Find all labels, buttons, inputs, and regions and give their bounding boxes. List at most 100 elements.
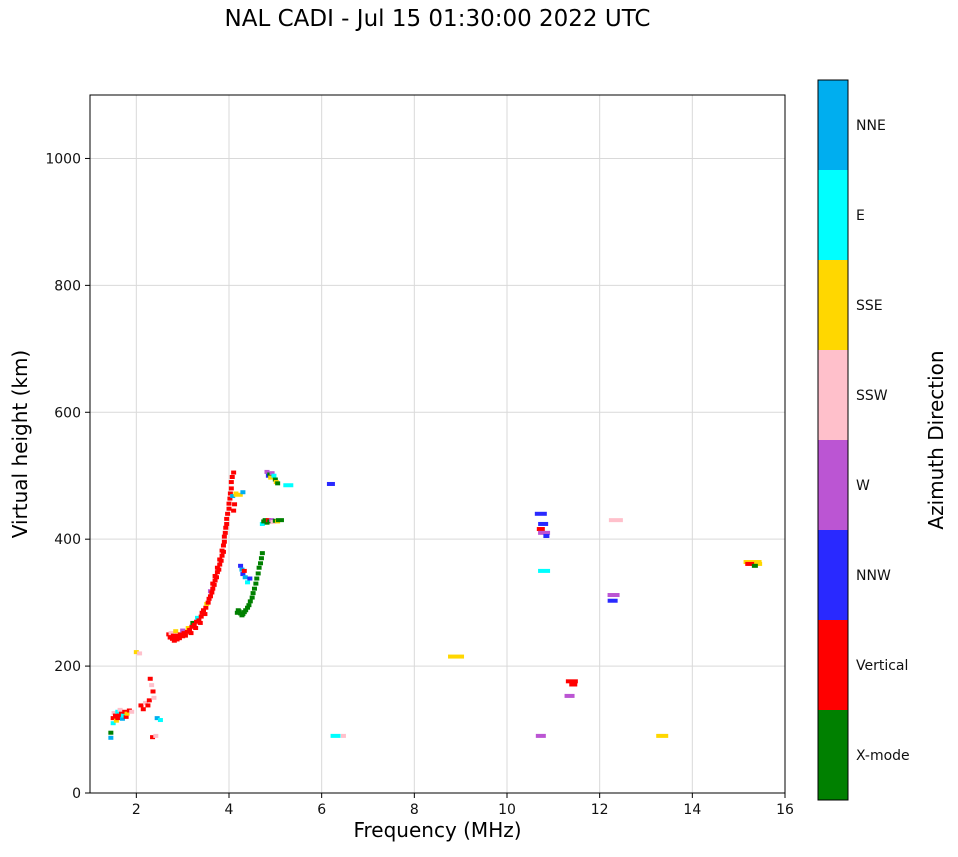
- data-point: [326, 481, 335, 486]
- data-point: [221, 534, 227, 539]
- data-point: [171, 638, 177, 643]
- y-tick-label: 1000: [45, 151, 81, 167]
- data-point: [231, 508, 237, 513]
- colorbar-tick-label: Vertical: [856, 658, 908, 674]
- data-point: [223, 525, 229, 530]
- data-point: [151, 695, 157, 700]
- data-point: [157, 718, 163, 723]
- data-point: [168, 631, 174, 636]
- data-point: [188, 631, 194, 636]
- colorbar-tick-label: SSW: [856, 388, 888, 404]
- colorbar-segment-ssw: [818, 350, 848, 440]
- data-point: [538, 521, 549, 526]
- data-point: [209, 590, 215, 595]
- x-tick-label: 12: [591, 802, 609, 818]
- data-point: [534, 511, 547, 516]
- data-point: [138, 703, 144, 708]
- data-point: [123, 714, 129, 719]
- data-point: [154, 716, 160, 721]
- data-point: [129, 709, 135, 714]
- data-point: [535, 733, 546, 738]
- data-point: [210, 586, 216, 591]
- colorbar-segment-w: [818, 440, 848, 530]
- data-point: [203, 605, 209, 610]
- data-point: [205, 600, 211, 605]
- data-point: [150, 689, 156, 694]
- data-point: [221, 539, 227, 544]
- data-point: [245, 605, 251, 610]
- y-tick-label: 400: [54, 532, 81, 548]
- data-point: [251, 586, 257, 591]
- colorbar-segment-e: [818, 170, 848, 260]
- data-point: [246, 603, 252, 608]
- data-point: [228, 480, 234, 485]
- data-point: [225, 511, 231, 516]
- data-point: [608, 518, 623, 523]
- data-point: [448, 654, 465, 659]
- data-point: [271, 473, 277, 478]
- colorbar-tick-label: SSE: [856, 298, 883, 314]
- data-point: [656, 733, 669, 738]
- data-point: [745, 561, 756, 566]
- data-point: [191, 622, 197, 627]
- data-point: [119, 716, 125, 721]
- data-point: [211, 582, 217, 587]
- data-point: [569, 682, 578, 687]
- data-point: [232, 502, 238, 507]
- data-point: [254, 576, 260, 581]
- data-point: [241, 568, 247, 573]
- data-point: [214, 570, 220, 575]
- data-point: [137, 651, 143, 656]
- data-point: [283, 483, 294, 488]
- x-tick-label: 4: [225, 802, 234, 818]
- colorbar-border: [817, 79, 849, 801]
- colorbar-tick-label: NNE: [856, 118, 886, 134]
- data-point: [247, 599, 253, 604]
- x-tick-label: 16: [776, 802, 794, 818]
- data-point: [180, 628, 186, 633]
- data-point: [206, 596, 212, 601]
- data-point: [231, 470, 237, 475]
- data-point: [255, 571, 261, 576]
- data-point: [224, 516, 230, 521]
- colorbar-segment-x-mode: [818, 710, 848, 800]
- data-point: [250, 591, 256, 596]
- data-point: [538, 568, 551, 573]
- data-point: [113, 718, 119, 723]
- data-point: [149, 683, 155, 688]
- data-point: [340, 733, 346, 738]
- data-point: [220, 543, 226, 548]
- data-point: [176, 636, 182, 641]
- data-point: [115, 716, 121, 721]
- data-point: [133, 650, 139, 655]
- data-point: [212, 578, 218, 583]
- data-point: [538, 530, 551, 535]
- data-point: [272, 477, 278, 482]
- data-point: [108, 730, 114, 735]
- data-point: [259, 551, 265, 556]
- colorbar-tick-label: NNW: [856, 568, 891, 584]
- colorbar-tick-label: E: [856, 208, 865, 224]
- data-point: [240, 490, 246, 495]
- data-point: [226, 506, 232, 511]
- x-tick-label: 6: [317, 802, 326, 818]
- colorbar-tick-label: X-mode: [856, 748, 910, 764]
- data-point: [112, 713, 118, 718]
- data-point: [264, 520, 270, 525]
- data-point: [222, 530, 228, 535]
- data-point: [182, 633, 188, 638]
- data-point: [607, 593, 620, 598]
- x-tick-label: 8: [410, 802, 419, 818]
- colorbar-segment-sse: [818, 260, 848, 350]
- data-point: [607, 598, 618, 603]
- data-point: [108, 735, 114, 740]
- data-point: [564, 693, 575, 698]
- data-point: [253, 581, 259, 586]
- plot-border: [89, 94, 786, 794]
- data-point: [111, 711, 117, 716]
- data-point: [150, 735, 156, 740]
- data-point: [143, 700, 149, 705]
- data-point: [249, 595, 255, 600]
